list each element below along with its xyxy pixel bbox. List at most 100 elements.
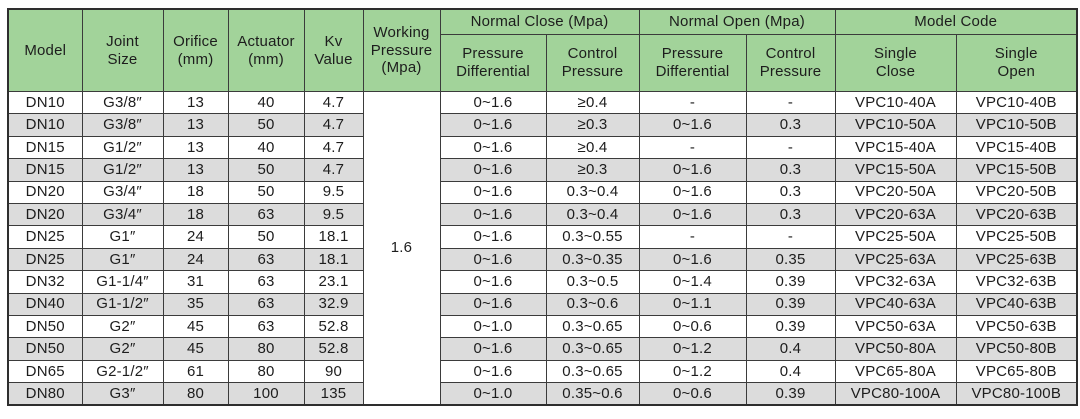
table-row: DN10 G3/8″ 13 50 4.7 0~1.6 ≥0.3 0~1.6 0.3 VPC10-5… — [7, 113, 1078, 137]
header-joint-size: Joint Size — [81, 8, 164, 92]
table-header: Model Joint Size Orifice (mm) Actuator (… — [7, 8, 1078, 92]
cell-no-control-pressure: 0.3 — [745, 113, 836, 137]
cell-joint-size: G1″ — [81, 225, 164, 249]
cell-single-close: VPC40-63A — [834, 292, 957, 316]
cell-model: DN50 — [7, 314, 83, 339]
cell-single-open: VPC40-63B — [955, 292, 1078, 316]
cell-single-open: VPC10-50B — [955, 113, 1078, 137]
cell-nc-pressure-differential: 0~1.6 — [439, 270, 547, 294]
cell-no-control-pressure: - — [745, 90, 836, 115]
cell-single-close: VPC25-63A — [834, 247, 957, 272]
cell-no-pressure-differential: 0~1.1 — [638, 292, 747, 316]
cell-model: DN10 — [7, 113, 83, 137]
cell-no-control-pressure: 0.4 — [745, 359, 836, 384]
cell-model: DN25 — [7, 247, 83, 272]
cell-actuator: 50 — [227, 180, 305, 204]
cell-no-pressure-differential: 0~1.6 — [638, 202, 747, 227]
cell-no-pressure-differential: - — [638, 225, 747, 249]
table-row: DN15 G1/2″ 13 50 4.7 0~1.6 ≥0.3 0~1.6 0.3 VPC15-5… — [7, 158, 1078, 182]
table-row: DN15 G1/2″ 13 40 4.7 0~1.6 ≥0.4- - VPC15-40A VPC1… — [7, 135, 1078, 160]
cell-model: DN20 — [7, 180, 83, 204]
table-row: DN25 G1″ 24 50 18.1 0~1.6 0.3~0.55- - VPC25-50A V… — [7, 225, 1078, 249]
table-row: DN50 G2″ 45 80 52.8 0~1.6 0.3~0.65 0~1.2 0.4 VPC5… — [7, 337, 1078, 361]
cell-no-control-pressure: 0.39 — [745, 270, 836, 294]
cell-actuator: 100 — [227, 382, 305, 406]
cell-no-pressure-differential: 0~1.6 — [638, 180, 747, 204]
header-no-control-pressure: Control Pressure — [745, 34, 836, 92]
table-row: DN65 G2-1/2″ 61 80 90 0~1.6 0.3~0.65 0~1.2 0.4 VP… — [7, 359, 1078, 384]
cell-model: DN15 — [7, 158, 83, 182]
cell-actuator: 40 — [227, 90, 305, 115]
cell-model: DN65 — [7, 359, 83, 384]
cell-no-pressure-differential: - — [638, 135, 747, 160]
cell-kv-value: 4.7 — [303, 158, 364, 182]
cell-kv-value: 18.1 — [303, 225, 364, 249]
cell-model: DN10 — [7, 90, 83, 115]
cell-nc-control-pressure: ≥0.3 — [545, 113, 640, 137]
header-nc-control-pressure: Control Pressure — [545, 34, 640, 92]
cell-nc-control-pressure: 0.3~0.55 — [545, 225, 640, 249]
header-group-row: Model Joint Size Orifice (mm) Actuator (… — [7, 8, 1078, 92]
cell-no-control-pressure: 0.4 — [745, 337, 836, 361]
cell-joint-size: G1″ — [81, 247, 164, 272]
cell-single-open: VPC32-63B — [955, 270, 1078, 294]
cell-actuator: 80 — [227, 359, 305, 384]
cell-single-open: VPC65-80B — [955, 359, 1078, 384]
cell-no-pressure-differential: - — [638, 90, 747, 115]
header-kv-value: Kv Value — [303, 8, 364, 92]
cell-nc-pressure-differential: 0~1.6 — [439, 180, 547, 204]
cell-orifice: 13 — [162, 113, 229, 137]
cell-nc-pressure-differential: 0~1.6 — [439, 113, 547, 137]
cell-no-control-pressure: 0.35 — [745, 247, 836, 272]
cell-no-control-pressure: 0.3 — [745, 180, 836, 204]
cell-orifice: 45 — [162, 337, 229, 361]
cell-single-open: VPC15-50B — [955, 158, 1078, 182]
cell-model: DN50 — [7, 337, 83, 361]
header-normal-open-group: Normal Open (Mpa) — [638, 8, 836, 35]
header-actuator: Actuator (mm) — [227, 8, 305, 92]
cell-model: DN32 — [7, 270, 83, 294]
cell-no-control-pressure: 0.39 — [745, 382, 836, 406]
cell-kv-value: 135 — [303, 382, 364, 406]
cell-joint-size: G3/8″ — [81, 113, 164, 137]
cell-kv-value: 52.8 — [303, 314, 364, 339]
cell-nc-pressure-differential: 0~1.6 — [439, 90, 547, 115]
cell-actuator: 63 — [227, 314, 305, 339]
cell-joint-size: G3/8″ — [81, 90, 164, 115]
cell-joint-size: G1/2″ — [81, 135, 164, 160]
cell-single-open: VPC25-50B — [955, 225, 1078, 249]
cell-joint-size: G3/4″ — [81, 180, 164, 204]
cell-joint-size: G3/4″ — [81, 202, 164, 227]
cell-no-control-pressure: - — [745, 225, 836, 249]
cell-kv-value: 9.5 — [303, 202, 364, 227]
cell-kv-value: 18.1 — [303, 247, 364, 272]
cell-nc-pressure-differential: 0~1.6 — [439, 247, 547, 272]
cell-orifice: 18 — [162, 180, 229, 204]
cell-actuator: 40 — [227, 135, 305, 160]
cell-single-close: VPC25-50A — [834, 225, 957, 249]
cell-nc-control-pressure: ≥0.4 — [545, 90, 640, 115]
table-row: DN25 G1″ 24 63 18.1 0~1.6 0.3~0.35 0~1.6 0.35 VPC… — [7, 247, 1078, 272]
cell-joint-size: G3″ — [81, 382, 164, 406]
cell-single-open: VPC25-63B — [955, 247, 1078, 272]
header-no-pressure-differential: Pressure Differential — [638, 34, 747, 92]
cell-joint-size: G1/2″ — [81, 158, 164, 182]
header-model: Model — [7, 8, 83, 92]
header-normal-close-group: Normal Close (Mpa) — [439, 8, 640, 35]
cell-kv-value: 23.1 — [303, 270, 364, 294]
cell-nc-control-pressure: 0.3~0.4 — [545, 180, 640, 204]
cell-model: DN25 — [7, 225, 83, 249]
cell-nc-control-pressure: 0.3~0.65 — [545, 314, 640, 339]
cell-joint-size: G2″ — [81, 314, 164, 339]
cell-single-close: VPC50-80A — [834, 337, 957, 361]
cell-single-close: VPC32-63A — [834, 270, 957, 294]
header-nc-pressure-differential: Pressure Differential — [439, 34, 547, 92]
cell-actuator: 50 — [227, 225, 305, 249]
cell-single-close: VPC15-50A — [834, 158, 957, 182]
cell-nc-control-pressure: 0.3~0.5 — [545, 270, 640, 294]
cell-single-close: VPC15-40A — [834, 135, 957, 160]
cell-kv-value: 4.7 — [303, 113, 364, 137]
cell-kv-value: 52.8 — [303, 337, 364, 361]
cell-nc-pressure-differential: 0~1.6 — [439, 292, 547, 316]
cell-no-pressure-differential: 0~1.4 — [638, 270, 747, 294]
